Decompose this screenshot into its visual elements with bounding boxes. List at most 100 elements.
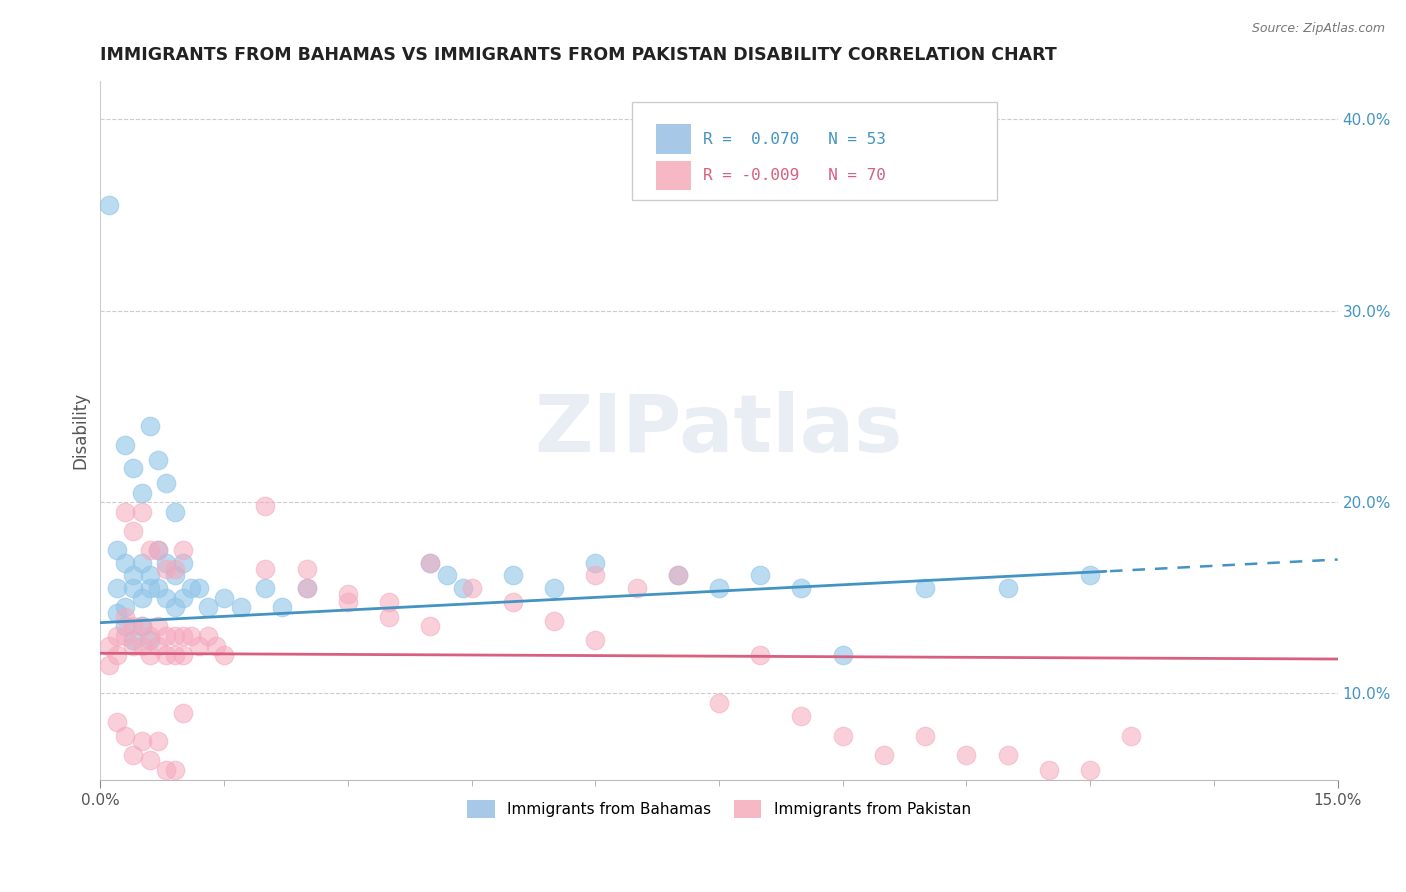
Point — [955, 747, 977, 762]
Point — [583, 557, 606, 571]
Point — [155, 591, 177, 605]
Point — [180, 629, 202, 643]
Point — [97, 657, 120, 672]
Point — [139, 418, 162, 433]
Point — [707, 581, 730, 595]
Point — [163, 648, 186, 663]
Point — [122, 639, 145, 653]
Point — [139, 648, 162, 663]
Y-axis label: Disability: Disability — [72, 392, 89, 469]
Point — [749, 567, 772, 582]
Point — [790, 581, 813, 595]
Point — [583, 632, 606, 647]
Point — [460, 581, 482, 595]
Point — [295, 562, 318, 576]
Point — [105, 629, 128, 643]
Point — [163, 505, 186, 519]
Point — [114, 505, 136, 519]
Point — [114, 600, 136, 615]
Point — [419, 557, 441, 571]
Point — [197, 629, 219, 643]
Point — [172, 629, 194, 643]
Point — [336, 594, 359, 608]
Point — [997, 747, 1019, 762]
Point — [131, 734, 153, 748]
FancyBboxPatch shape — [633, 102, 997, 200]
Point — [914, 581, 936, 595]
Point — [155, 763, 177, 777]
Text: R =  0.070   N = 53: R = 0.070 N = 53 — [703, 131, 886, 146]
Point — [163, 562, 186, 576]
Text: ZIPatlas: ZIPatlas — [534, 392, 903, 469]
Point — [453, 581, 475, 595]
Text: R = -0.009   N = 70: R = -0.009 N = 70 — [703, 168, 886, 183]
Point — [146, 734, 169, 748]
Point — [105, 648, 128, 663]
Point — [212, 648, 235, 663]
Point — [131, 639, 153, 653]
Point — [139, 567, 162, 582]
Point — [131, 619, 153, 633]
Point — [502, 594, 524, 608]
Point — [378, 594, 401, 608]
Point — [254, 562, 277, 576]
Point — [188, 581, 211, 595]
Point — [139, 629, 162, 643]
Point — [378, 610, 401, 624]
Point — [212, 591, 235, 605]
Point — [163, 600, 186, 615]
Point — [122, 581, 145, 595]
Point — [114, 557, 136, 571]
Bar — [655, 124, 690, 153]
Point — [131, 485, 153, 500]
Point — [131, 557, 153, 571]
Point — [295, 581, 318, 595]
Point — [543, 614, 565, 628]
Point — [197, 600, 219, 615]
Point — [146, 581, 169, 595]
Point — [97, 198, 120, 212]
Point — [163, 763, 186, 777]
Point — [270, 600, 292, 615]
Point — [666, 567, 689, 582]
Point — [131, 619, 153, 633]
Point — [155, 557, 177, 571]
Point — [114, 610, 136, 624]
Point — [122, 567, 145, 582]
Point — [1038, 763, 1060, 777]
Point — [139, 543, 162, 558]
Point — [749, 648, 772, 663]
Point — [131, 591, 153, 605]
Point — [139, 581, 162, 595]
Point — [436, 567, 458, 582]
Point — [97, 639, 120, 653]
Point — [1078, 567, 1101, 582]
Point — [666, 567, 689, 582]
Point — [295, 581, 318, 595]
Point — [139, 632, 162, 647]
Point — [105, 543, 128, 558]
Point — [146, 453, 169, 467]
Point — [155, 629, 177, 643]
Point — [172, 543, 194, 558]
Point — [626, 581, 648, 595]
Point — [1121, 729, 1143, 743]
Point — [707, 696, 730, 710]
Point — [254, 499, 277, 513]
Point — [163, 567, 186, 582]
Point — [172, 557, 194, 571]
Point — [543, 581, 565, 595]
Point — [146, 543, 169, 558]
Point — [122, 632, 145, 647]
Point — [188, 639, 211, 653]
Point — [873, 747, 896, 762]
Point — [122, 524, 145, 538]
Point — [122, 747, 145, 762]
Text: Source: ZipAtlas.com: Source: ZipAtlas.com — [1251, 22, 1385, 36]
Point — [831, 729, 853, 743]
Point — [583, 567, 606, 582]
Point — [122, 460, 145, 475]
Point — [180, 581, 202, 595]
Point — [114, 629, 136, 643]
Point — [419, 619, 441, 633]
